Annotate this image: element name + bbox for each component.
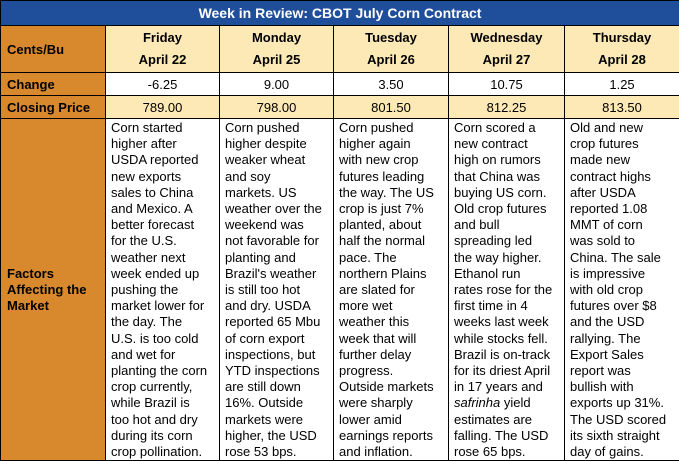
factors-text: Corn pushed higher despite weaker wheat … [225,120,322,459]
day-header-thursday: Thursday April 28 [565,26,679,73]
change-label: Change [1,73,106,96]
day-header-monday: Monday April 25 [220,26,334,73]
day-date: April 22 [139,52,187,67]
day-name: Monday [252,30,301,45]
day-date: April 27 [483,52,531,67]
closing-price-value: 801.50 [334,96,449,119]
factors-text: Corn started higher after USDA reported … [111,120,207,459]
day-date: April 28 [598,52,646,67]
day-date: April 26 [367,52,415,67]
day-name: Thursday [593,30,652,45]
factors-monday: Corn pushed higher despite weaker wheat … [220,119,334,461]
closing-price-label: Closing Price [1,96,106,119]
closing-price-value: 798.00 [220,96,334,119]
factors-tuesday: Corn pushed higher again with new crop f… [334,119,449,461]
factors-label: Factors Affecting the Market [1,119,106,461]
table-title: Week in Review: CBOT July Corn Contract [1,1,679,26]
day-header-tuesday: Tuesday April 26 [334,26,449,73]
corn-weekly-review: Week in Review: CBOT July Corn Contract … [0,0,679,442]
day-name: Friday [143,30,182,45]
day-header-friday: Friday April 22 [106,26,220,73]
closing-price-value: 812.25 [449,96,565,119]
factors-text-part: Corn scored a new contract high on rumor… [454,120,552,394]
factors-label-text: Factors Affecting the Market [7,266,86,313]
closing-price-value: 789.00 [106,96,220,119]
closing-price-value: 813.50 [565,96,679,119]
factors-wednesday: Corn scored a new contract high on rumor… [449,119,565,461]
day-name: Tuesday [365,30,417,45]
factors-text: Old and new crop futures made new contra… [570,120,666,459]
factors-text: Corn pushed higher again with new crop f… [339,120,434,459]
day-header-wednesday: Wednesday April 27 [449,26,565,73]
change-value: -6.25 [106,73,220,96]
day-name: Wednesday [470,30,542,45]
factors-thursday: Old and new crop futures made new contra… [565,119,679,461]
day-date: April 25 [253,52,301,67]
change-value: 1.25 [565,73,679,96]
factors-text-italic: safrinha [454,395,500,410]
unit-label: Cents/Bu [1,26,106,73]
change-value: 9.00 [220,73,334,96]
change-value: 10.75 [449,73,565,96]
factors-friday: Corn started higher after USDA reported … [106,119,220,461]
change-value: 3.50 [334,73,449,96]
